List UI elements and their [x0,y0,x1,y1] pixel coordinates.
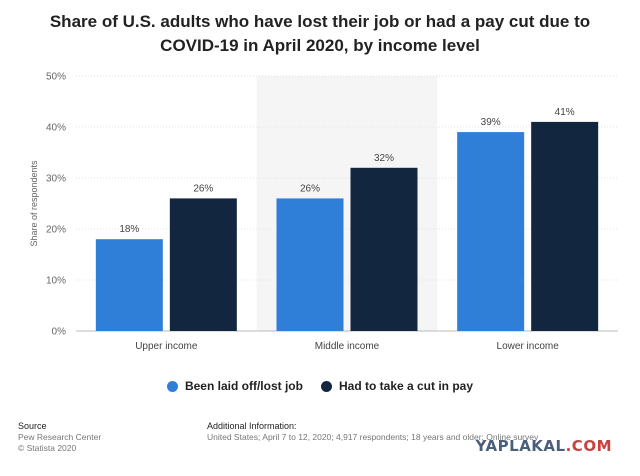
y-tick-label: 50% [46,72,66,83]
data-label: 18% [119,224,139,235]
watermark-text: YAPLAKAL [475,437,566,455]
legend-marker-pay-cut [320,380,332,392]
legend-marker-laid-off [166,380,178,392]
additional-info-block: Additional Information: United States; A… [207,421,538,443]
legend-label-pay-cut: Had to take a cut in pay [338,379,474,393]
source-block: Source Pew Research Center © Statista 20… [18,421,101,454]
data-label: 32% [374,153,394,164]
legend-item-laid-off[interactable]: Been laid off/lost job [166,379,303,393]
bar [457,132,525,331]
chart-title: Share of U.S. adults who have lost their… [49,12,591,55]
y-axis-label: Share of respondents [29,160,39,247]
data-label: 26% [300,183,320,194]
data-label: 26% [193,183,213,194]
x-tick-label: Middle income [315,341,380,352]
data-label: 41% [555,107,575,118]
additional-info-header: Additional Information: [207,421,297,431]
bar [531,121,599,332]
data-label: 39% [481,117,501,128]
bar [350,167,418,331]
legend-label-laid-off: Been laid off/lost job [184,379,303,393]
y-tick-label: 30% [46,174,66,185]
bar [95,239,163,331]
bar [169,198,237,331]
source-name: Pew Research Center [18,432,102,442]
y-tick-label: 40% [46,123,66,134]
copyright: © Statista 2020 [18,443,77,453]
chart-legend: Been laid off/lost job Had to take a cut… [0,379,640,393]
additional-info-text: United States; April 7 to 12, 2020; 4,91… [207,432,539,442]
source-header: Source [18,421,47,431]
legend-item-pay-cut[interactable]: Had to take a cut in pay [320,379,474,393]
y-tick-label: 0% [52,327,67,338]
x-tick-label: Lower income [497,341,560,352]
bar [276,198,344,331]
watermark-logo: YAPLAKAL.COM [476,437,612,455]
y-tick-label: 10% [46,276,66,287]
y-tick-label: 20% [46,225,66,236]
x-tick-label: Upper income [135,341,198,352]
watermark-suffix: .COM [565,437,612,455]
